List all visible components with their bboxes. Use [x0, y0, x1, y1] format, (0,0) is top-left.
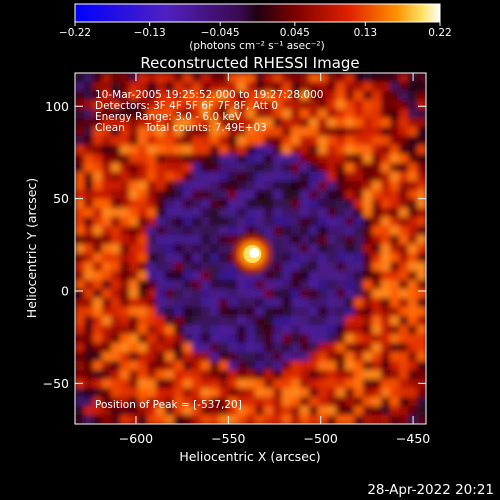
y-axis-label: Heliocentric Y (arcsec)	[24, 178, 39, 318]
colorbar-tick-label: −0.13	[134, 27, 166, 39]
y-tick-label: 100	[45, 99, 69, 114]
peak-position-label: Position of Peak = [-537,20]	[95, 399, 242, 411]
x-axis-label: Heliocentric X (arcsec)	[179, 449, 320, 464]
plot-frame	[74, 72, 427, 425]
colorbar-tick-label: −0.045	[201, 27, 240, 39]
colorbar-ticks: −0.22 −0.13 −0.045 0.045 0.13 0.22	[59, 22, 452, 39]
info-line-time: 10-Mar-2005 19:25:52.000 to 19:27:28.000	[95, 89, 323, 101]
info-line-detectors: Detectors: 3F 4F 5F 6F 7F 8F, Att 0	[95, 100, 278, 112]
timestamp: 28-Apr-2022 20:21	[367, 482, 494, 498]
colorbar-tick-label: 0.22	[428, 27, 451, 39]
colorbar-tick-label: −0.22	[59, 27, 91, 39]
y-tick-label: −50	[43, 376, 69, 391]
chart-title: Reconstructed RHESSI Image	[140, 54, 359, 72]
y-tick-label: 50	[53, 191, 69, 206]
colorbar	[74, 3, 441, 23]
colorbar-tick-label: 0.045	[280, 27, 310, 39]
x-axis: −600 −550 −500 −450	[119, 73, 430, 446]
heatmap-image	[75, 73, 426, 424]
x-tick-label: −600	[119, 431, 153, 446]
x-tick-label: −550	[211, 431, 245, 446]
y-axis: −50 0 50 100	[43, 99, 426, 391]
x-tick-label: −450	[396, 431, 430, 446]
colorbar-tick-label: 0.13	[354, 27, 377, 39]
info-line-clean: Clean Total counts: 7.49E+03	[95, 122, 267, 134]
y-tick-label: 0	[61, 283, 69, 298]
peak-source	[232, 234, 273, 275]
info-line-energy: Energy Range: 3.0 - 6.0 keV	[95, 111, 243, 123]
x-tick-label: −500	[304, 431, 338, 446]
info-block: 10-Mar-2005 19:25:52.000 to 19:27:28.000…	[95, 89, 323, 134]
colorbar-unit-label: (photons cm⁻² s⁻¹ asec⁻²)	[189, 40, 324, 52]
